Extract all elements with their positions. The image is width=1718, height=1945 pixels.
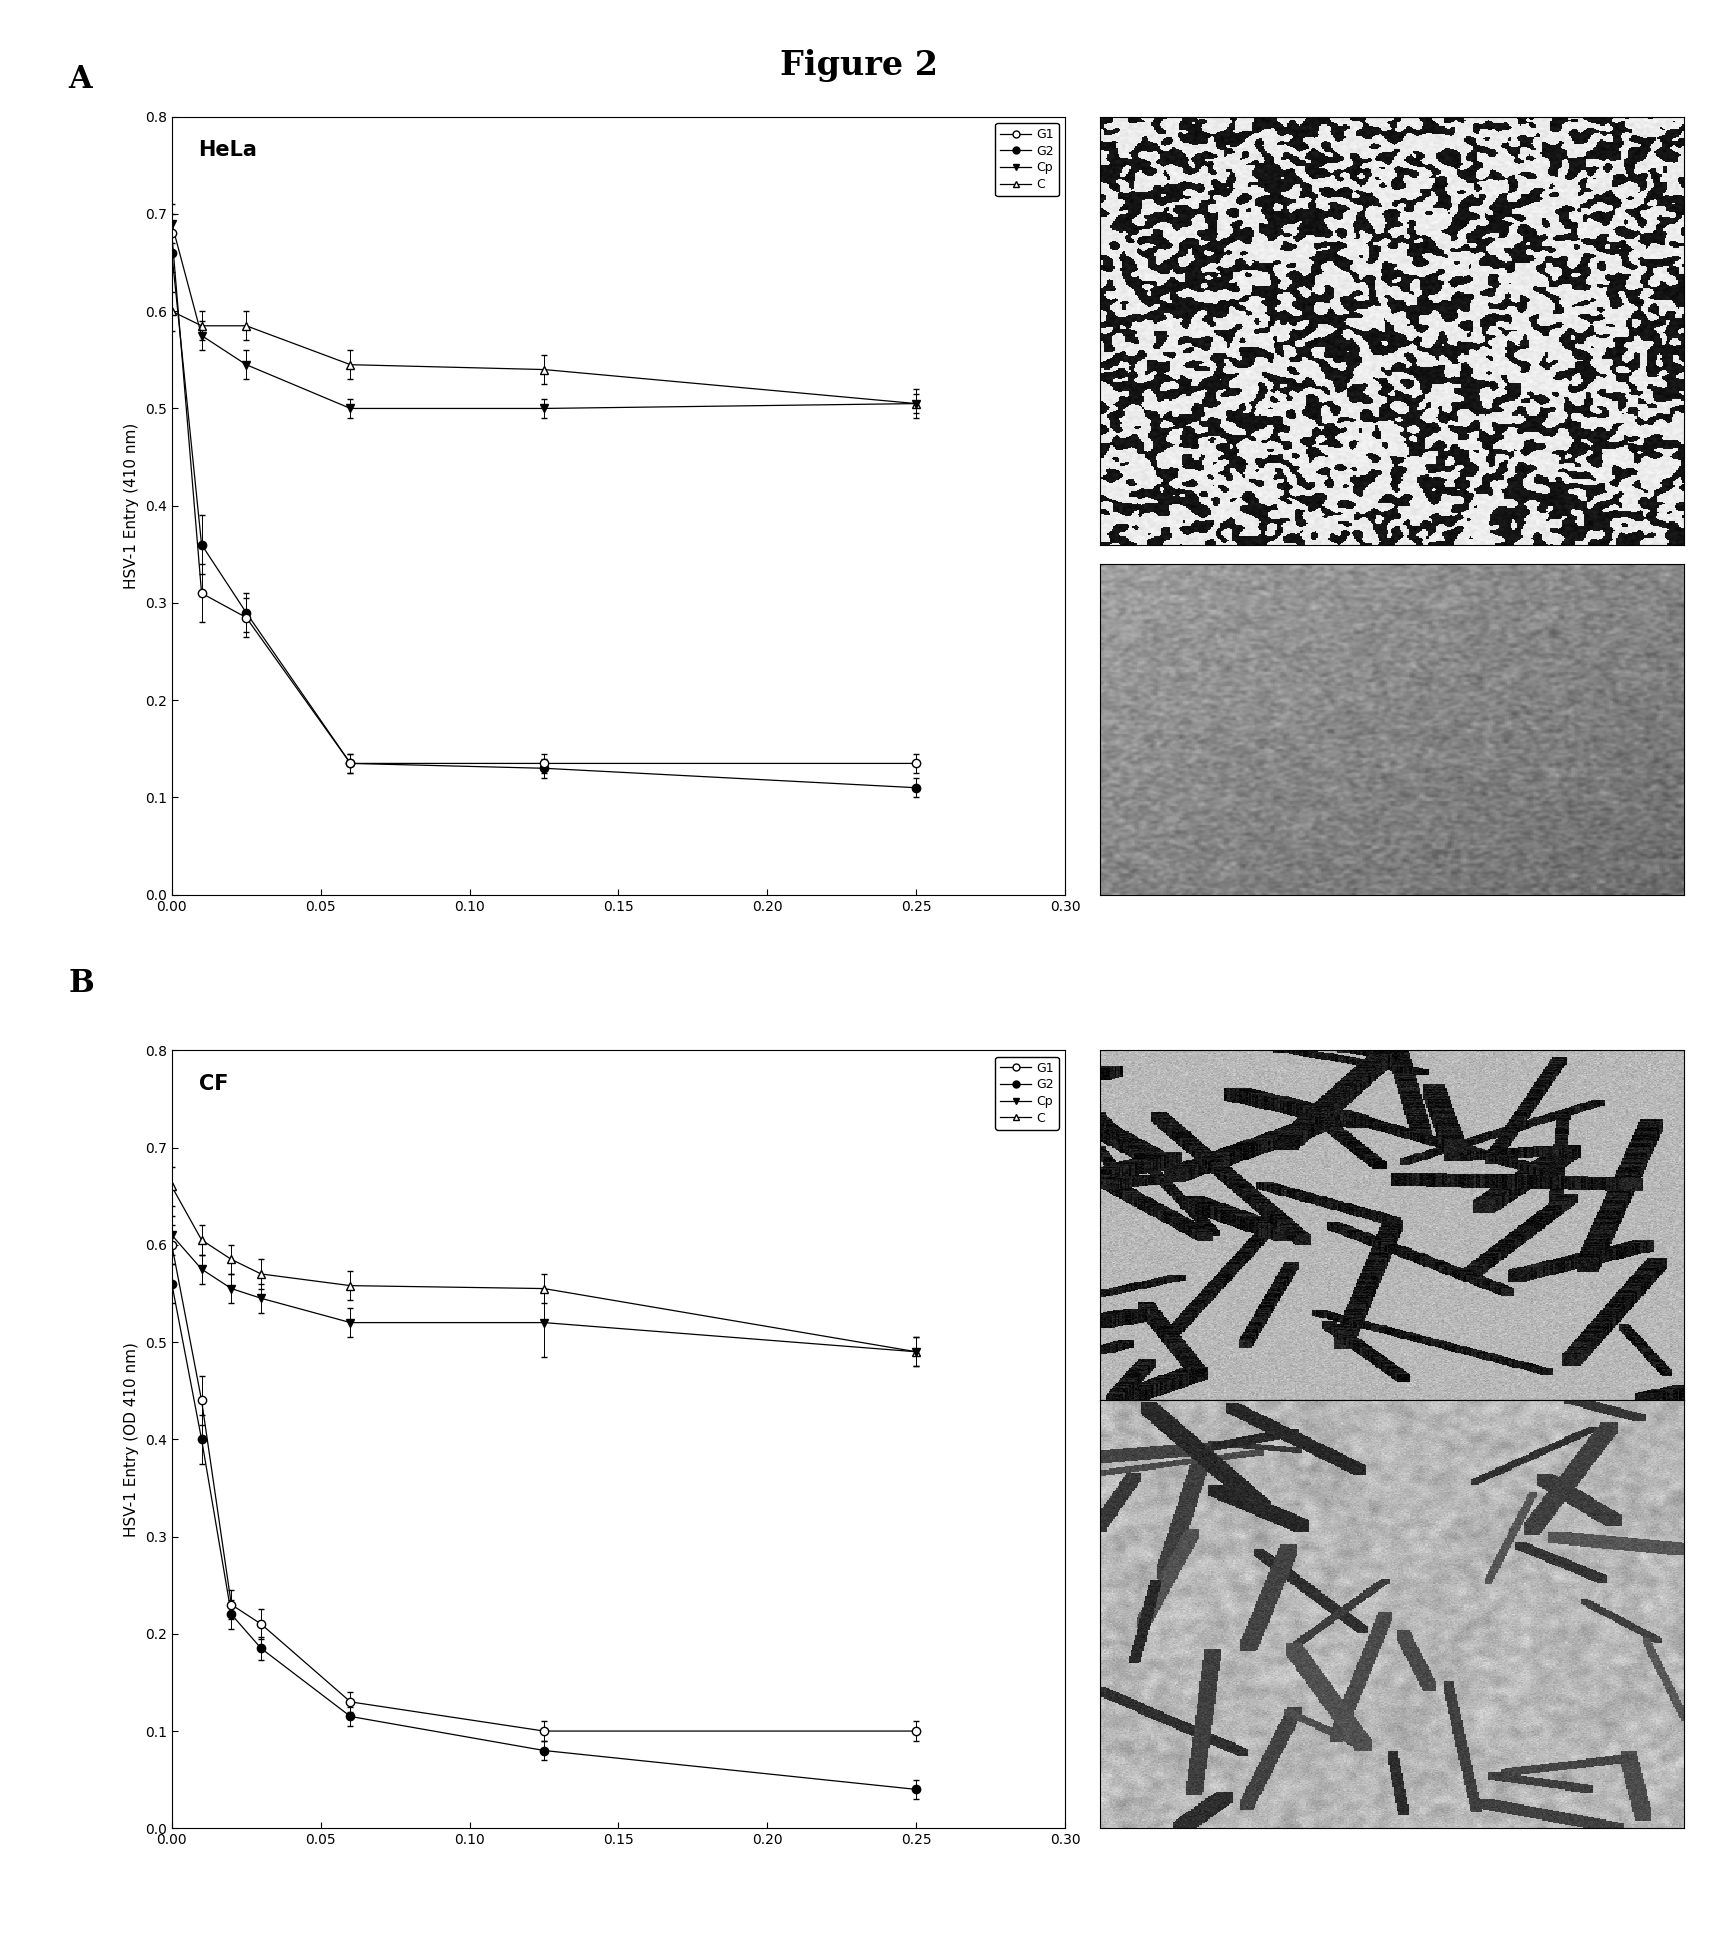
Y-axis label: HSV-1 Entry (OD 410 nm): HSV-1 Entry (OD 410 nm) — [124, 1342, 139, 1537]
Text: B: B — [69, 969, 94, 1000]
Legend: G1, G2, Cp, C: G1, G2, Cp, C — [995, 123, 1058, 196]
Legend: G1, G2, Cp, C: G1, G2, Cp, C — [995, 1056, 1058, 1130]
Text: A: A — [69, 64, 93, 95]
Text: Figure 2: Figure 2 — [780, 49, 938, 82]
Text: HeLa: HeLa — [199, 140, 258, 159]
Y-axis label: HSV-1 Entry (410 nm): HSV-1 Entry (410 nm) — [124, 422, 139, 589]
Text: CF: CF — [199, 1074, 228, 1093]
